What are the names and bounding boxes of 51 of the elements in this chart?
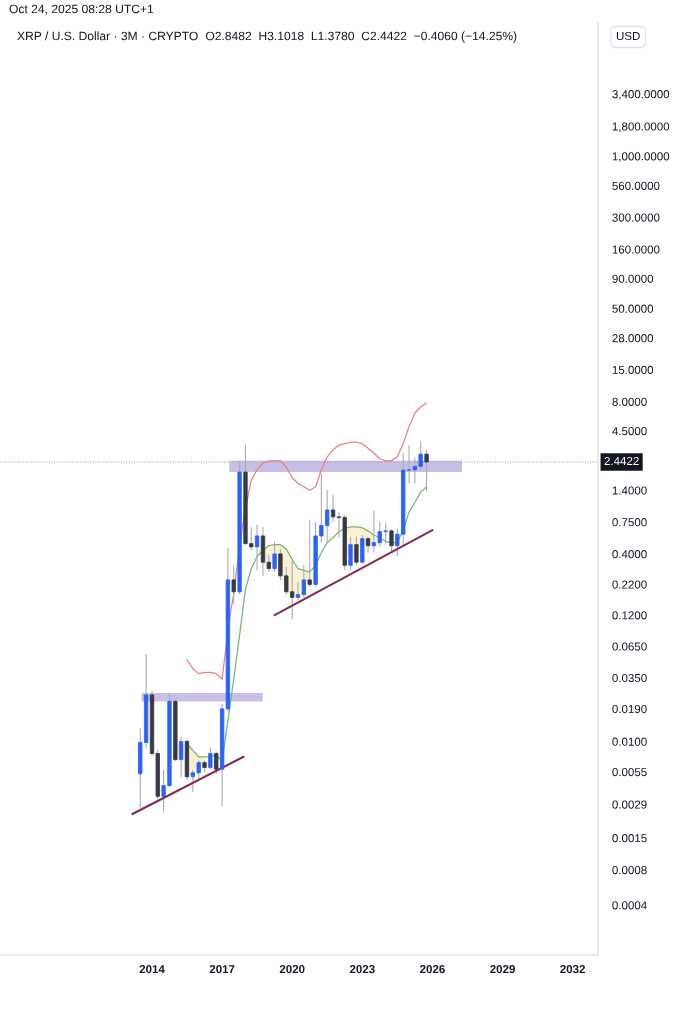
y-tick-label: 0.1200 (612, 611, 647, 620)
y-tick-label: 90.0000 (612, 274, 654, 283)
candlestick (360, 534, 365, 565)
y-tick-label: 0.0004 (612, 901, 647, 910)
candlestick (178, 736, 184, 778)
candlestick (330, 494, 336, 523)
candlestick (254, 524, 260, 571)
candlestick (214, 751, 219, 775)
x-tick-label: 2014 (139, 965, 165, 974)
text: O2.8482 H3.1018 L1.3780 C2.4422 −0.4060 (−14.25%) (205, 31, 517, 43)
y-tick-label: 1.4000 (612, 486, 647, 495)
candlestick (389, 528, 394, 553)
y-axis-title: USD (616, 31, 640, 41)
text: XRP / U.S. Dollar · 3M · CRYPTO (17, 31, 198, 41)
y-tick-label: 4.5000 (612, 427, 647, 436)
candlestick (208, 746, 213, 770)
candlestick (231, 564, 236, 605)
y-tick-label: 560.0000 (612, 181, 660, 190)
candlestick (354, 536, 359, 566)
y-tick-label: 0.4000 (612, 550, 647, 559)
x-tick-label: 2023 (349, 965, 375, 974)
y-tick-label: 8.0000 (612, 397, 647, 406)
y-tick-label: 28.0000 (612, 334, 654, 343)
ref-line-label: 2.4422 (604, 456, 639, 465)
y-tick-label: 3,400.0000 (612, 90, 670, 100)
y-tick-label: 0.0190 (612, 704, 647, 714)
y-tick-label: 15.0000 (612, 365, 654, 374)
y-tick-label: 1,800.0000 (612, 122, 670, 132)
candlestick (424, 449, 429, 492)
x-tick-label: 2029 (490, 965, 515, 974)
y-tick-label: 0.0650 (612, 642, 647, 651)
y-tick-label: 0.0055 (612, 768, 647, 777)
y-tick-label: 0.0350 (612, 673, 647, 683)
y-tick-label: 50.0000 (612, 304, 654, 313)
x-tick-label: 2032 (560, 965, 585, 974)
candlestick (272, 541, 277, 573)
x-tick-label: 2020 (279, 965, 305, 974)
text: Oct 24, 2025 08:28 UTC+1 (9, 4, 154, 15)
y-tick-label: 1,000.0000 (612, 152, 670, 162)
candlestick (348, 536, 353, 571)
y-tick-label: 0.0029 (612, 800, 647, 809)
y-tick-label: 160.0000 (612, 245, 660, 254)
y-tick-label: 0.0100 (612, 737, 647, 746)
x-tick-label: 2017 (209, 965, 235, 974)
y-tick-label: 0.7500 (612, 518, 647, 527)
y-tick-label: 0.2200 (612, 580, 647, 589)
y-tick-label: 300.0000 (612, 213, 660, 222)
candlestick (307, 519, 312, 588)
y-tick-label: 0.0008 (612, 866, 647, 875)
y-tick-label: 0.0015 (612, 834, 647, 843)
x-tick-label: 2026 (420, 965, 445, 974)
